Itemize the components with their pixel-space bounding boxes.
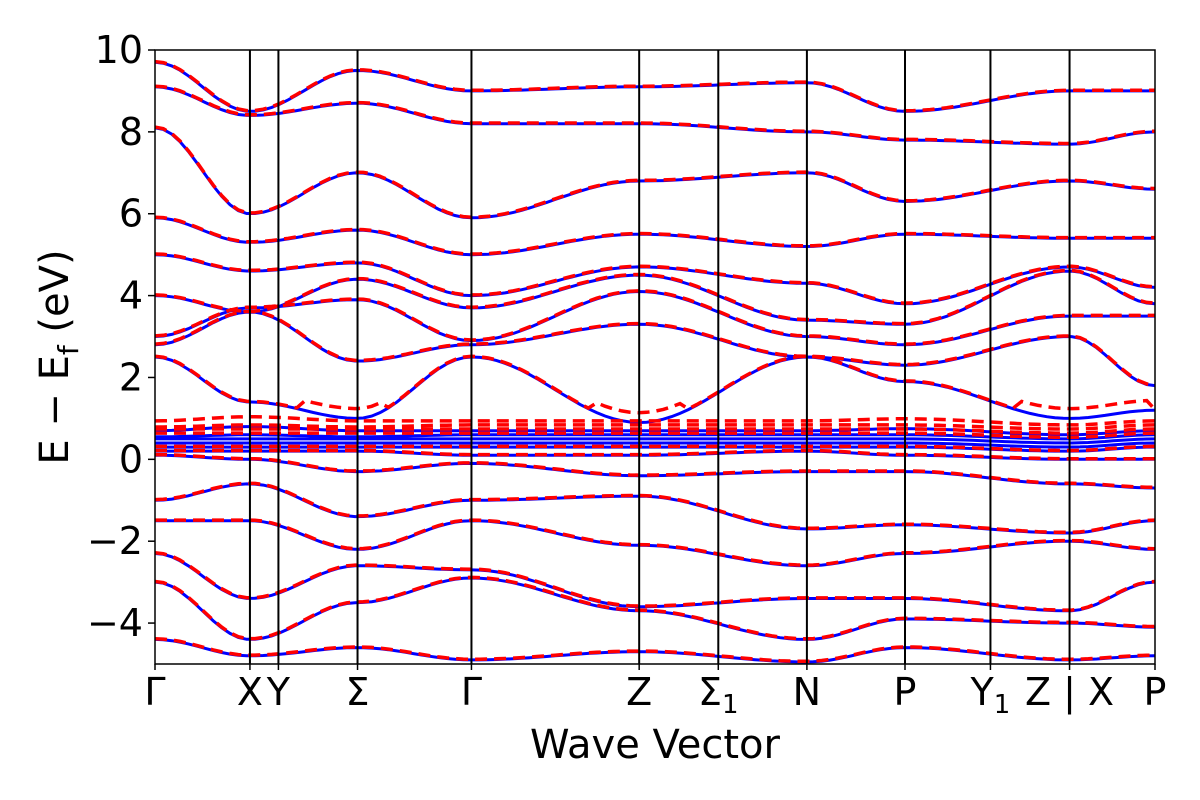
- y-tick-label: 0: [119, 437, 143, 481]
- band-line-dashed: [155, 215, 1155, 256]
- x-tick-label: Γ: [461, 670, 482, 714]
- y-axis-title: E − Ef (eV): [32, 249, 85, 464]
- y-tick-label: −4: [87, 601, 143, 645]
- band-line-dashed: [155, 444, 1155, 453]
- plot-frame: [154, 49, 1156, 665]
- x-axis-title: Wave Vector: [530, 722, 781, 768]
- band-line-solid: [155, 441, 1155, 449]
- band-line-dashed: [155, 637, 1155, 664]
- band-line-solid: [155, 253, 1155, 306]
- x-tick-label: Σ1: [698, 670, 739, 720]
- band-line-dashed: [155, 518, 1155, 567]
- x-tick-label: X: [237, 670, 263, 714]
- x-tick-label: Y1: [970, 670, 1011, 720]
- band-line-dashed: [155, 59, 1155, 113]
- band-line-dashed: [155, 84, 1155, 146]
- band-line-dashed: [155, 423, 1155, 431]
- x-tick-label: N: [793, 670, 821, 714]
- y-tick-label: 10: [95, 28, 143, 72]
- band-line-dashed: [155, 268, 1155, 326]
- y-axis-ticks: −4 −2 0 2 4 6 8 10: [87, 28, 155, 645]
- band-line-dashed: [155, 309, 1155, 387]
- x-tick-label: Z: [626, 670, 652, 714]
- band-line-dashed: [155, 448, 1155, 461]
- x-tick-label: P: [1144, 670, 1167, 714]
- x-axis-ticks: Γ X Y Σ Γ Z Σ1 N P Y1 Z | X P: [144, 664, 1166, 720]
- band-line-dashed: [155, 431, 1155, 439]
- y-tick-label: 2: [119, 355, 143, 399]
- plot-background: [155, 50, 1155, 664]
- y-tick-label: 6: [119, 192, 143, 236]
- y-axis-title-unit: (eV): [32, 249, 78, 345]
- y-tick-label: 8: [119, 110, 143, 154]
- high-symmetry-dividers: [248, 50, 1071, 664]
- x-tick-label: Γ: [144, 670, 165, 714]
- x-tick-label: Y: [266, 670, 291, 714]
- x-tick-label: Σ: [346, 670, 370, 714]
- x-tick-label: Z | X: [1025, 670, 1114, 715]
- band-line-dashed: [155, 575, 1155, 641]
- band-line-dashed: [155, 452, 1155, 490]
- x-tick-label: P: [894, 670, 917, 714]
- band-line-dashed: [155, 125, 1155, 219]
- band-line-dashed: [155, 289, 1155, 346]
- band-line-dashed: [155, 354, 1155, 415]
- y-axis-title-main: E − E: [32, 355, 78, 465]
- y-axis-title-sub: f: [52, 344, 85, 355]
- band-line-dashed: [155, 427, 1155, 435]
- band-line-dashed: [155, 551, 1155, 612]
- y-tick-label: −2: [87, 519, 143, 563]
- band-line-dashed: [155, 415, 1155, 427]
- bands-layer: [155, 59, 1155, 664]
- y-tick-label: 4: [119, 274, 143, 318]
- band-line-solid: [155, 437, 1155, 445]
- band-line-dashed: [155, 481, 1155, 535]
